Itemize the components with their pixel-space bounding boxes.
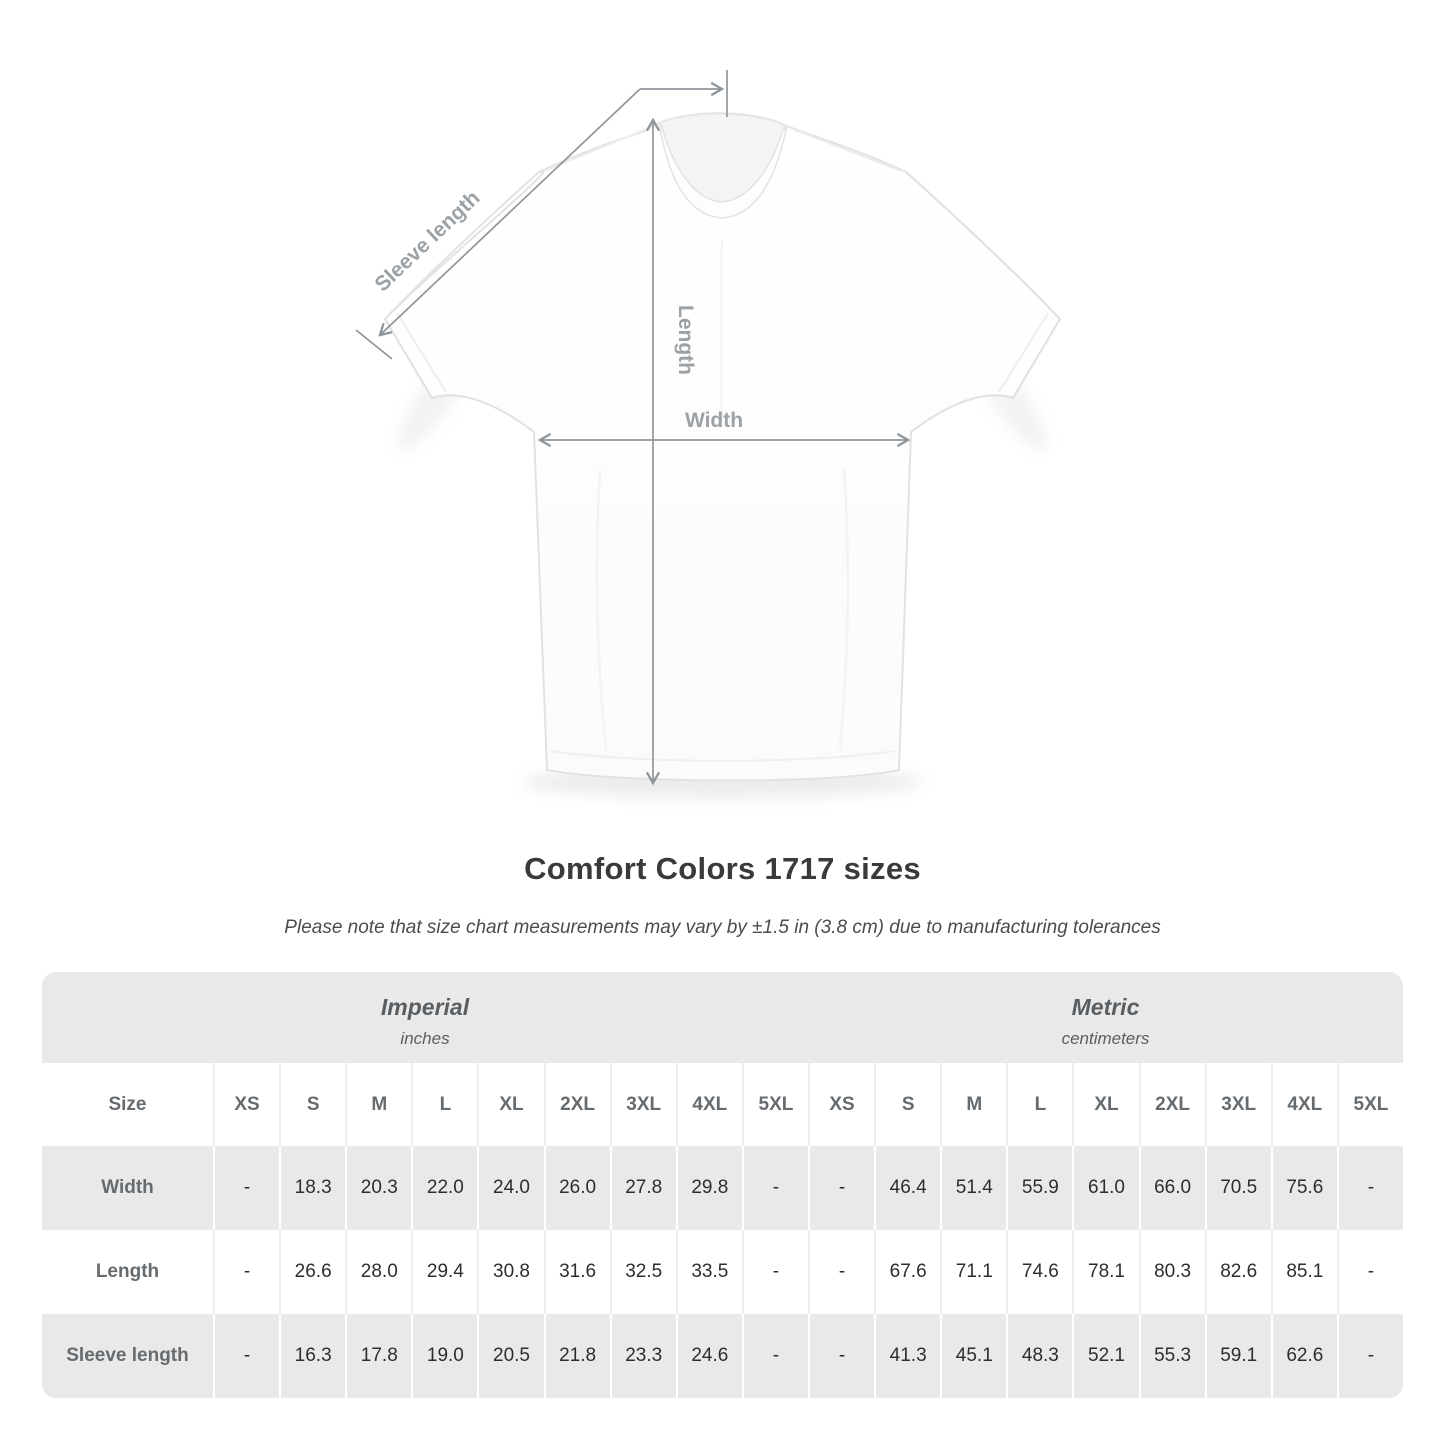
- size-value-cell: 19.0: [411, 1314, 478, 1398]
- size-col-header: XS: [213, 1063, 280, 1146]
- size-col-header: XL: [1072, 1063, 1139, 1146]
- table-row: Sleeve length -16.3 17.8 19.0 20.5 21.8 23.3 24…: [42, 1314, 1403, 1398]
- page-title: Comfort Colors 1717 sizes: [524, 851, 921, 886]
- size-corner-label: Size: [42, 1063, 213, 1146]
- size-col-header: XL: [477, 1063, 544, 1146]
- size-value-cell: 22.0: [411, 1146, 478, 1230]
- size-value-cell: 29.8: [675, 1146, 742, 1230]
- row-label: Width: [42, 1146, 213, 1230]
- size-col-header: M: [940, 1063, 1007, 1146]
- size-value-cell: 51.4: [940, 1146, 1007, 1230]
- size-value-cell: 74.6: [1006, 1230, 1073, 1314]
- size-value-cell: 18.3: [279, 1146, 346, 1230]
- size-value-cell: -: [808, 1314, 875, 1398]
- size-value-cell: 24.0: [477, 1146, 544, 1230]
- size-value-cell: -: [808, 1230, 875, 1314]
- tshirt-graphic: [383, 112, 1062, 782]
- size-value-cell: 20.5: [477, 1314, 544, 1398]
- row-label: Sleeve length: [42, 1314, 213, 1398]
- size-col-header: L: [1006, 1063, 1073, 1146]
- size-value-cell: 85.1: [1270, 1230, 1337, 1314]
- size-value-cell: 52.1: [1072, 1314, 1139, 1398]
- size-col-header: S: [279, 1063, 346, 1146]
- size-col-header: 2XL: [1138, 1063, 1205, 1146]
- size-col-header: M: [345, 1063, 412, 1146]
- size-value-cell: -: [1336, 1314, 1403, 1398]
- size-value-cell: 30.8: [477, 1230, 544, 1314]
- size-value-cell: -: [1336, 1230, 1403, 1314]
- size-col-header: 5XL: [741, 1063, 808, 1146]
- size-col-header: S: [874, 1063, 941, 1146]
- size-value-cell: 55.3: [1138, 1314, 1205, 1398]
- unit-header-metric: Metric centimeters: [808, 972, 1403, 1063]
- size-value-cell: -: [1336, 1146, 1403, 1230]
- size-value-cell: 78.1: [1072, 1230, 1139, 1314]
- tshirt-diagram: Sleeve length Length Width: [355, 70, 1062, 798]
- size-value-cell: 70.5: [1204, 1146, 1271, 1230]
- unit-sub-metric: centimeters: [1061, 1029, 1150, 1048]
- table-row: Length -26.6 28.0 29.4 30.8 31.6 32.5 33.5- -67.…: [42, 1230, 1403, 1314]
- size-value-cell: 67.6: [874, 1230, 941, 1314]
- size-value-cell: 27.8: [609, 1146, 676, 1230]
- size-col-header: 5XL: [1336, 1063, 1403, 1146]
- size-value-cell: 28.0: [345, 1230, 412, 1314]
- size-col-header: 3XL: [1204, 1063, 1271, 1146]
- size-value-cell: -: [213, 1146, 280, 1230]
- size-value-cell: 82.6: [1204, 1230, 1271, 1314]
- length-label: Length: [674, 305, 697, 375]
- size-value-cell: 24.6: [675, 1314, 742, 1398]
- size-value-cell: 20.3: [345, 1146, 412, 1230]
- size-value-cell: 21.8: [543, 1314, 610, 1398]
- size-value-cell: 71.1: [940, 1230, 1007, 1314]
- size-value-cell: -: [213, 1230, 280, 1314]
- size-value-cell: -: [741, 1230, 808, 1314]
- size-value-cell: 61.0: [1072, 1146, 1139, 1230]
- size-value-cell: 75.6: [1270, 1146, 1337, 1230]
- size-col-header: L: [411, 1063, 478, 1146]
- tolerance-note: Please note that size chart measurements…: [284, 917, 1161, 938]
- size-value-cell: 33.5: [675, 1230, 742, 1314]
- size-value-cell: 46.4: [874, 1146, 941, 1230]
- size-value-cell: 55.9: [1006, 1146, 1073, 1230]
- size-col-header: 4XL: [1270, 1063, 1337, 1146]
- size-value-cell: 62.6: [1270, 1314, 1337, 1398]
- unit-name-metric: Metric: [1071, 994, 1140, 1020]
- size-value-cell: 45.1: [940, 1314, 1007, 1398]
- size-value-cell: -: [741, 1146, 808, 1230]
- size-value-cell: 59.1: [1204, 1314, 1271, 1398]
- unit-name-imperial: Imperial: [380, 994, 470, 1020]
- size-value-cell: 16.3: [279, 1314, 346, 1398]
- size-value-cell: -: [741, 1314, 808, 1398]
- size-table: Imperial inches Metric centimeters Size X…: [42, 972, 1403, 1398]
- width-label: Width: [685, 409, 743, 432]
- row-label: Length: [42, 1230, 213, 1314]
- size-value-cell: 80.3: [1138, 1230, 1205, 1314]
- size-value-cell: -: [213, 1314, 280, 1398]
- size-col-header: 2XL: [543, 1063, 610, 1146]
- unit-sub-imperial: inches: [400, 1029, 450, 1048]
- size-col-header: XS: [808, 1063, 875, 1146]
- tshirt-collar: [658, 121, 788, 219]
- table-row: Width -18.3 20.3 22.0 24.0 26.0 27.8 29.8- -46.4…: [42, 1146, 1403, 1230]
- sleeve-length-arrow: [355, 70, 728, 360]
- table-row: Size XS S M L XL 2XL 3XL 4XL 5XL XS S M L XL 2XL 3XL 4XL 5…: [42, 1063, 1403, 1146]
- size-value-cell: 23.3: [609, 1314, 676, 1398]
- size-value-cell: 17.8: [345, 1314, 412, 1398]
- size-value-cell: -: [808, 1146, 875, 1230]
- size-value-cell: 66.0: [1138, 1146, 1205, 1230]
- size-value-cell: 31.6: [543, 1230, 610, 1314]
- size-col-header: 3XL: [609, 1063, 676, 1146]
- size-value-cell: 26.0: [543, 1146, 610, 1230]
- size-value-cell: 32.5: [609, 1230, 676, 1314]
- size-value-cell: 41.3: [874, 1314, 941, 1398]
- size-value-cell: 26.6: [279, 1230, 346, 1314]
- size-grid: Size XS S M L XL 2XL 3XL 4XL 5XL XS S M L XL 2XL 3XL 4XL 5…: [42, 1063, 1403, 1398]
- size-col-header: 4XL: [675, 1063, 742, 1146]
- unit-header-band: Imperial inches Metric centimeters: [42, 972, 1403, 1063]
- size-value-cell: 29.4: [411, 1230, 478, 1314]
- size-value-cell: 48.3: [1006, 1314, 1073, 1398]
- unit-header-imperial: Imperial inches: [42, 972, 808, 1063]
